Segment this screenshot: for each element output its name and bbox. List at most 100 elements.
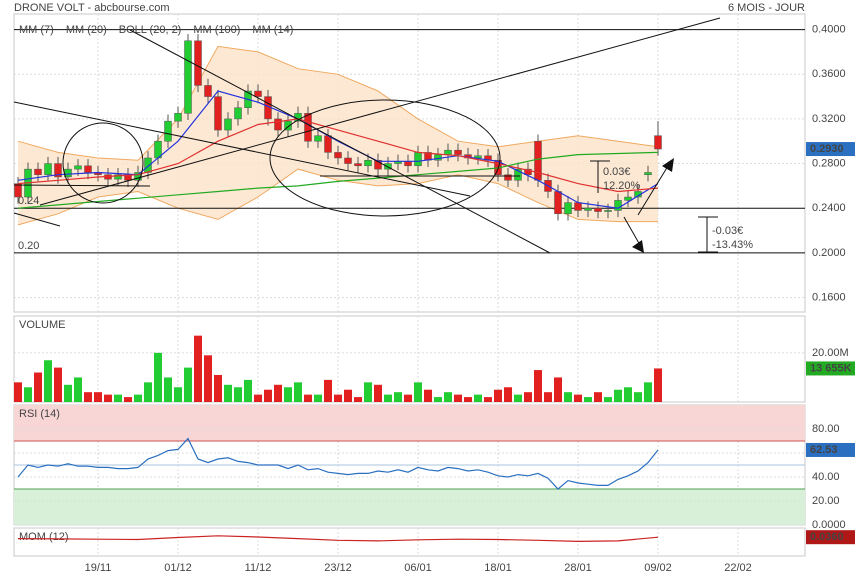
- volume-bar: [184, 367, 192, 402]
- y-tick-label: 0.3200: [812, 113, 846, 125]
- volume-bar: [514, 394, 522, 402]
- volume-bar: [54, 367, 62, 402]
- volume-bar: [234, 387, 242, 402]
- drawings: [13, 17, 721, 254]
- last-value-badge: [806, 442, 855, 457]
- volume-bar: [304, 394, 312, 402]
- y-tick-label: 20.00: [812, 495, 840, 507]
- candle-body: [254, 90, 262, 97]
- volume-bar: [274, 384, 282, 402]
- volume-bar: [134, 394, 142, 402]
- y-tick-label: 0.0000: [812, 519, 846, 531]
- volume-bar: [224, 384, 232, 402]
- volume-bar: [594, 392, 602, 402]
- y-tick-label: 0.2800: [812, 157, 846, 169]
- ellipse: [269, 99, 501, 217]
- candle-body: [334, 152, 342, 159]
- last-value-badge: [806, 530, 855, 545]
- candle-body: [214, 96, 222, 131]
- volume-bar: [354, 397, 362, 402]
- candle-body: [54, 163, 62, 178]
- candle-body: [554, 191, 562, 215]
- trend-line: [129, 29, 551, 254]
- candle-body: [374, 159, 382, 170]
- x-tick-label: 19/11: [85, 562, 112, 574]
- last-value-label: 0.0360: [810, 531, 844, 543]
- volume-bar: [94, 392, 102, 402]
- ma-line: [17, 118, 659, 193]
- candle-body: [574, 202, 582, 211]
- candle-body: [184, 40, 192, 114]
- legend-entry: MM (7): [19, 24, 54, 36]
- volume-bar: [164, 377, 172, 402]
- y-tick-label: 0.1600: [812, 291, 846, 303]
- bollinger-upper: [17, 45, 659, 161]
- volume-bar: [244, 379, 252, 402]
- last-value-label: 62.53: [810, 444, 838, 456]
- candle-body: [444, 149, 452, 155]
- y-tick-label: 80.00: [812, 423, 840, 435]
- volume-bar: [364, 382, 372, 402]
- x-tick-label: 01/12: [164, 562, 192, 574]
- volume-bar: [74, 377, 82, 402]
- candle-body: [624, 196, 632, 201]
- panel-frame: [13, 527, 806, 557]
- candle-body: [414, 152, 422, 167]
- volume-bar: [294, 382, 302, 402]
- legend-entry: MM (20): [66, 24, 107, 36]
- x-tick-label: 23/12: [324, 562, 352, 574]
- volume-bar: [124, 397, 132, 402]
- y-tick-label: 0.2400: [812, 202, 846, 214]
- volume-bar: [494, 389, 502, 402]
- candle-body: [594, 207, 602, 212]
- volume-bar: [114, 394, 122, 402]
- panel-title: RSI (14): [19, 408, 60, 420]
- panel-frame: [13, 13, 806, 313]
- volume-bar: [574, 394, 582, 402]
- candle-body: [44, 163, 52, 175]
- indicator-line: [17, 437, 659, 490]
- candle-body: [384, 163, 392, 170]
- volume-bar: [524, 392, 532, 402]
- volume-bar: [44, 360, 52, 402]
- candle-body: [364, 159, 372, 167]
- legend-entry: MM (14): [252, 24, 293, 36]
- volume-bar: [584, 397, 592, 402]
- y-tick-label: 0.3600: [812, 68, 846, 80]
- level-label: 0.24: [18, 195, 39, 207]
- volume-bar: [144, 382, 152, 402]
- overbought-zone: [14, 405, 805, 441]
- trend-line: [13, 184, 151, 187]
- candle-body: [504, 174, 512, 181]
- panel-title: VOLUME: [19, 319, 65, 331]
- volume-bar: [654, 368, 662, 402]
- y-tick-label: 20.00M: [812, 347, 849, 359]
- x-tick-label: 09/02: [644, 562, 672, 574]
- volume-bar: [254, 394, 262, 402]
- y-tick-label: 0.4000: [812, 24, 846, 36]
- x-tick-label: 06/01: [404, 562, 432, 574]
- candle-body: [14, 183, 22, 198]
- trend-line: [39, 17, 721, 206]
- candle-body: [234, 107, 242, 120]
- legend-entry: MM (100): [193, 24, 240, 36]
- x-tick-label: 22/02: [724, 562, 752, 574]
- candle-body: [584, 207, 592, 211]
- trend-line: [13, 212, 61, 227]
- volume-bar: [154, 352, 162, 402]
- y-tick-label: 0.2000: [812, 247, 846, 259]
- candle-body: [224, 118, 232, 131]
- volume-bar: [334, 394, 342, 402]
- candle-body: [354, 163, 362, 167]
- legend-entry: BOLL (20, 2): [119, 24, 182, 36]
- candle-body: [514, 168, 522, 181]
- last-value-label: 13 655K: [810, 362, 852, 374]
- volume-bar: [424, 389, 432, 402]
- arrow-head: [632, 240, 644, 253]
- level-label: 0.20: [18, 240, 39, 252]
- candle-body: [304, 113, 312, 142]
- oversold-zone: [14, 489, 805, 525]
- annotation: 0.03€: [603, 166, 631, 178]
- volume-bar: [344, 389, 352, 402]
- candle-body: [524, 168, 532, 175]
